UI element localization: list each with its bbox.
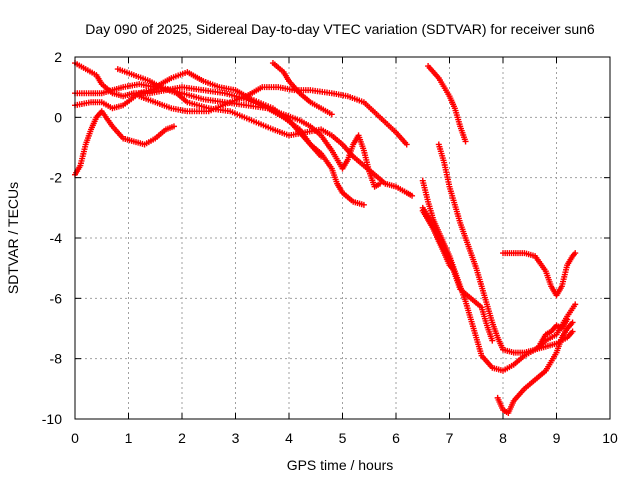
series-arc15 [537,316,571,347]
series-arc5 [114,66,416,199]
x-tick-label: 6 [392,430,400,446]
data-series [72,60,579,416]
data-point-marker [328,111,335,118]
x-tick-label: 9 [553,430,561,446]
y-axis-label: SDTVAR / TECUs [5,182,21,294]
series-arc3 [72,84,383,190]
x-tick-label: 10 [602,430,618,446]
x-tick-label: 0 [71,430,79,446]
x-tick-label: 2 [178,430,186,446]
series-arc7 [269,60,335,118]
data-point-marker [489,337,496,344]
chart-title: Day 090 of 2025, Sidereal Day-to-day VTE… [85,21,595,37]
x-tick-label: 1 [125,430,133,446]
series-arc8 [425,63,469,145]
data-point-marker [403,141,410,148]
series-arc2 [72,69,367,208]
data-point-marker [572,301,579,308]
y-tick-label: 2 [54,49,62,65]
y-tick-label: -6 [50,290,63,306]
x-tick-label: 5 [339,430,347,446]
grid-lines [75,57,610,419]
data-point-marker [360,201,367,208]
y-tick-label: -10 [42,411,62,427]
series-arc14 [494,319,576,416]
y-tick-label: -4 [50,230,63,246]
data-point-marker [409,192,416,199]
x-tick-label: 8 [499,430,507,446]
y-tick-label: -2 [50,170,63,186]
data-point-marker [462,138,469,145]
data-point-marker [564,316,571,323]
series-arc9 [435,141,576,356]
data-point-marker [569,319,576,326]
series-arc12 [419,204,496,344]
y-tick-label: 0 [54,109,62,125]
y-tick-label: -8 [50,351,63,367]
data-point-marker [170,123,177,130]
x-tick-label: 7 [446,430,454,446]
x-tick-label: 4 [285,430,293,446]
x-axis-label: GPS time / hours [287,457,394,473]
data-point-marker [569,328,576,335]
series-arc13 [500,250,579,299]
series-arc4 [72,108,177,178]
x-tick-label: 3 [232,430,240,446]
axis-ticks: 0 1 2 3 4 5 6 7 8 9 10 -10 -8 -6 -4 -2 0 2 [42,49,618,446]
data-point-marker [572,250,579,257]
